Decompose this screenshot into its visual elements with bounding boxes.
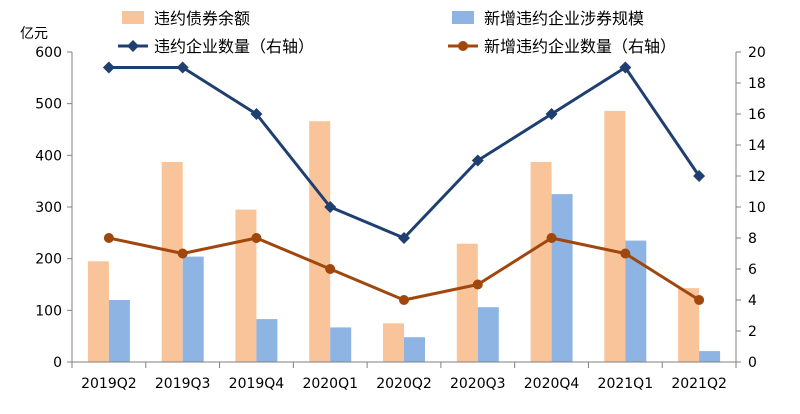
x-tick-label: 2020Q4 [524,376,580,392]
bar-new-default-scale-2020Q2 [404,337,425,362]
point-new-default-count-2021Q2 [694,295,705,305]
legend-marker [127,40,139,52]
bar-default-balance-2020Q1 [309,121,331,362]
legend-label: 新增违约企业涉券规模 [484,9,644,28]
legend-swatch [122,11,144,24]
bar-new-default-scale-2019Q2 [108,300,130,362]
point-new-default-count-2019Q2 [103,233,114,243]
bar-default-balance-2020Q2 [383,323,404,363]
point-new-default-count-2020Q1 [325,264,336,274]
y-left-tick-label: 100 [35,303,62,319]
x-tick-label: 2020Q3 [450,376,506,392]
point-default-count-2021Q1 [619,61,632,74]
point-new-default-count-2020Q3 [472,279,483,290]
y-left-tick-label: 200 [35,252,62,268]
y-right-tick-label: 8 [748,231,757,247]
point-new-default-count-2020Q2 [399,295,409,305]
y-right-tick-label: 16 [748,107,766,123]
x-tick-label: 2019Q3 [155,376,211,392]
bar-default-balance-2020Q4 [530,162,552,362]
point-default-count-2020Q1 [324,201,337,213]
point-new-default-count-2020Q4 [546,233,557,243]
bar-default-balance-2019Q2 [87,261,109,363]
legend-label: 新增违约企业数量（右轴） [484,37,676,56]
bar-new-default-scale-2019Q3 [182,256,204,362]
y-left-tick-label: 400 [35,148,62,164]
bar-new-default-scale-2020Q1 [330,327,352,362]
point-new-default-count-2019Q3 [177,248,188,259]
axes-layer: 0 100 200 300 400 500 600 0 2 4 6 8 10 12 14 16 18 20 2019… [20,26,766,392]
point-default-count-2019Q4 [250,108,263,120]
legend-marker [458,41,468,51]
y-right-tick-label: 6 [748,262,757,278]
y-left-tick-label: 0 [53,355,62,371]
point-default-count-2021Q2 [693,170,706,182]
x-tick-label: 2021Q2 [671,376,727,392]
legend-item-3: 新增违约企业数量（右轴） [448,37,676,56]
x-tick-label: 2021Q1 [598,376,654,392]
bar-new-default-scale-2020Q4 [551,194,573,362]
point-default-count-2019Q2 [102,61,115,74]
point-new-default-count-2019Q4 [251,233,262,243]
x-tick-label: 2019Q4 [229,376,285,392]
x-tick-label: 2020Q1 [302,376,358,392]
bars-layer [87,110,721,363]
y-right-tick-label: 4 [748,293,757,309]
point-default-count-2019Q3 [176,61,189,74]
point-default-count-2020Q3 [471,154,484,167]
y-left-tick-label: 300 [35,200,62,216]
point-default-count-2020Q2 [398,232,410,244]
legend-label: 违约企业数量（右轴） [154,37,314,56]
y-right-tick-label: 20 [748,45,766,61]
y-right-tick-label: 2 [748,324,757,340]
legend-item-2: 违约企业数量（右轴） [118,37,314,56]
bar-new-default-scale-2021Q1 [625,240,647,362]
y-right-tick-label: 14 [748,138,766,154]
y-right-tick-label: 12 [748,169,766,185]
point-default-count-2020Q4 [545,108,558,120]
lines-layer [102,61,706,305]
point-new-default-count-2021Q1 [620,248,631,259]
y-left-tick-label: 500 [35,97,62,113]
bar-default-balance-2020Q3 [456,243,478,362]
legend-item-0: 违约债券余额 [122,9,250,28]
y-left-unit-label: 亿元 [20,26,48,42]
x-tick-label: 2020Q2 [376,376,432,392]
bar-default-balance-2019Q4 [235,209,257,362]
bar-new-default-scale-2019Q4 [256,319,278,362]
y-right-tick-label: 18 [748,76,766,92]
y-right-tick-label: 10 [748,200,766,216]
x-tick-label: 2019Q2 [81,376,137,392]
bar-new-default-scale-2021Q2 [699,351,721,362]
y-left-tick-label: 600 [35,45,62,61]
legend-label: 违约债券余额 [154,9,250,28]
bar-new-default-scale-2020Q3 [477,307,499,362]
bar-default-balance-2019Q3 [161,162,183,362]
y-right-tick-label: 0 [748,355,757,371]
legend-swatch [452,11,474,24]
bar-default-balance-2021Q1 [604,110,626,363]
legend-item-1: 新增违约企业涉券规模 [452,9,644,28]
bar-default-balance-2021Q2 [678,288,700,362]
